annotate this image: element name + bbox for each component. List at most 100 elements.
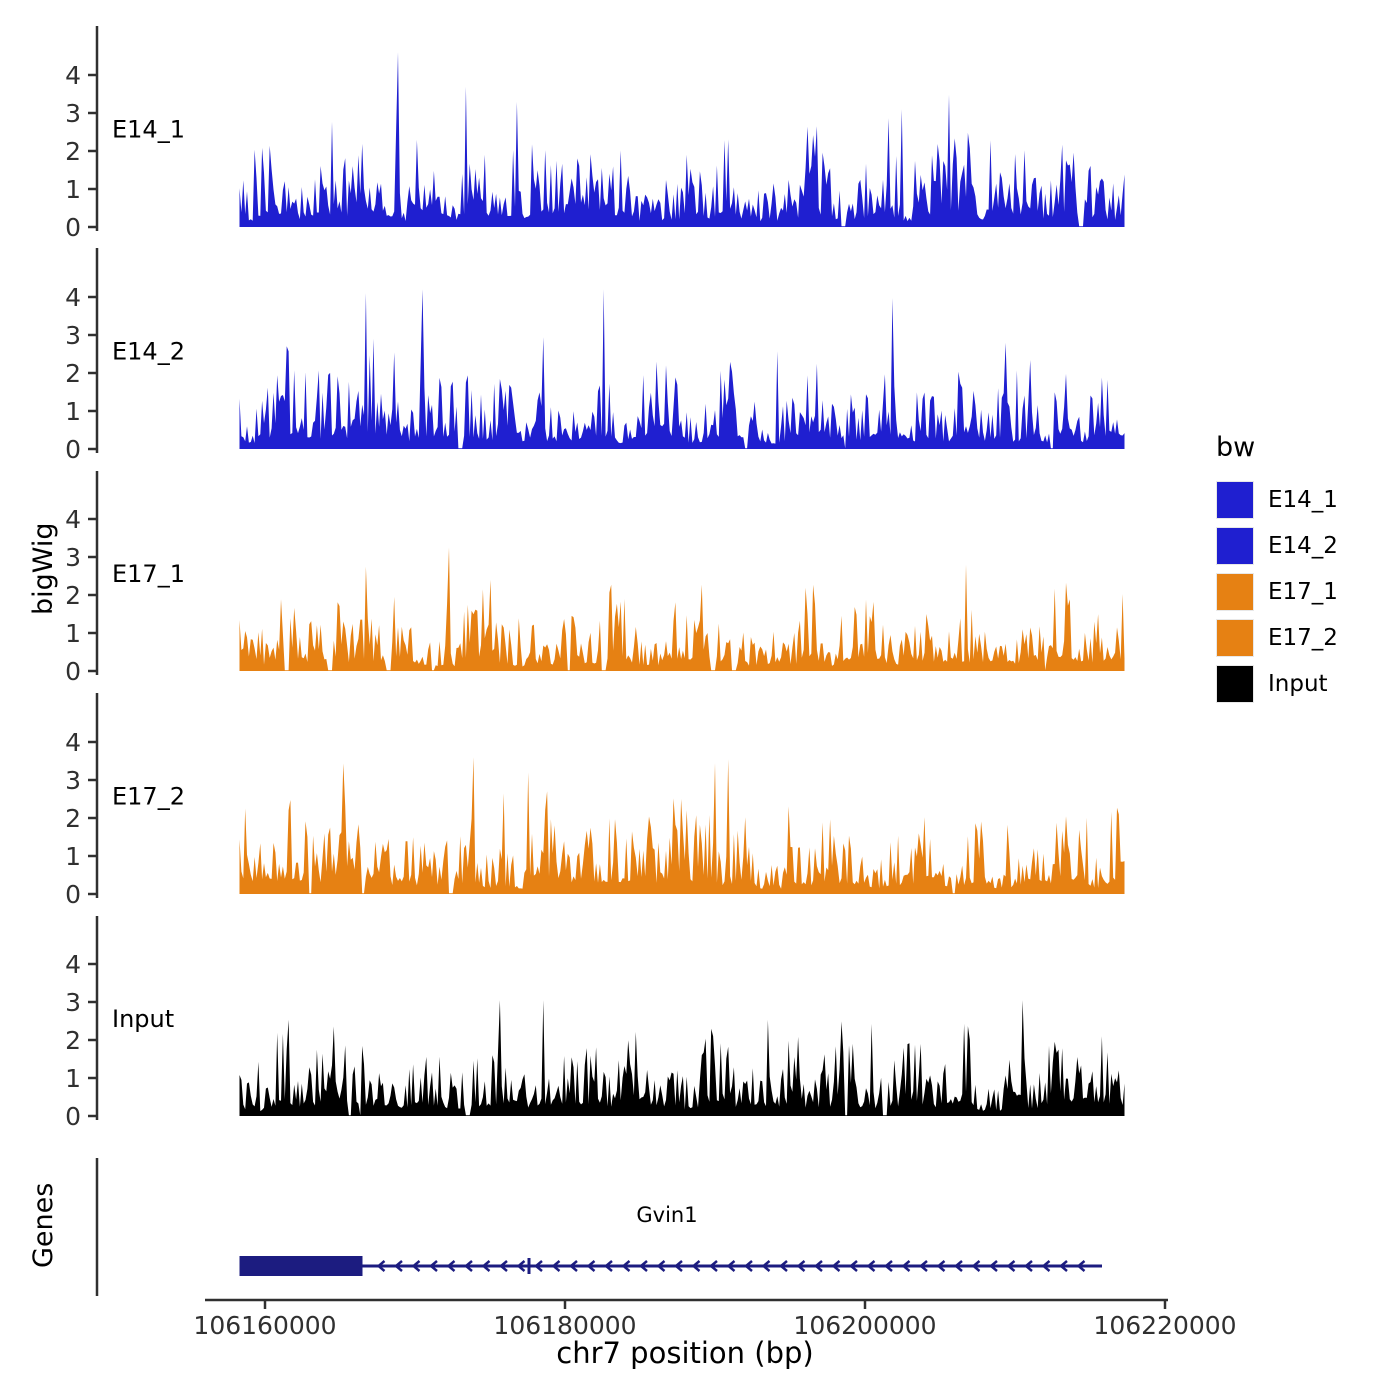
y-tick-label: 3 (65, 543, 81, 572)
strand-arrow (1059, 1260, 1068, 1272)
y-axis-title: bigWig (28, 522, 59, 615)
strand-arrow (866, 1260, 876, 1272)
y-tick-label: 0 (65, 657, 81, 686)
strand-arrow (411, 1260, 421, 1272)
strand-arrow (604, 1260, 613, 1272)
track-label: Input (112, 1005, 174, 1033)
strand-arrow (639, 1260, 648, 1272)
strand-arrow (709, 1260, 718, 1272)
y-tick-label: 2 (65, 359, 81, 388)
strand-arrow (796, 1260, 806, 1272)
strand-arrow (919, 1260, 928, 1272)
legend-entry-E17_1: E17_1 (1216, 573, 1386, 611)
y-tick-label: 0 (65, 213, 81, 242)
legend-label: Input (1268, 671, 1328, 697)
coverage-area-E14_2 (239, 289, 1125, 449)
y-tick-label: 3 (65, 99, 81, 128)
y-tick-label: 0 (65, 1102, 81, 1131)
strand-arrow (1024, 1260, 1033, 1272)
legend-entry-E17_2: E17_2 (1216, 619, 1386, 657)
y-tick-label: 3 (65, 321, 81, 350)
track-label: E17_1 (112, 560, 185, 588)
x-tick-label: 106180000 (493, 1311, 636, 1340)
x-axis-title: chr7 position (bp) (556, 1336, 814, 1370)
y-tick-label: 4 (65, 950, 81, 979)
legend-swatch-E17_1 (1216, 573, 1254, 611)
y-tick-label: 3 (65, 766, 81, 795)
legend-swatch-E14_1 (1216, 481, 1254, 519)
strand-arrow (534, 1260, 543, 1272)
coverage-area-E17_1 (239, 547, 1125, 671)
y-tick-label: 4 (65, 728, 81, 757)
y-tick-label: 1 (65, 1064, 81, 1093)
legend-entry-E14_2: E14_2 (1216, 527, 1386, 565)
track-label: E14_1 (112, 116, 185, 144)
strand-arrow (516, 1260, 526, 1272)
strand-arrow (586, 1260, 596, 1272)
x-tick-label: 106200000 (793, 1311, 936, 1340)
y-tick-label: 4 (65, 505, 81, 534)
y-tick-label: 1 (65, 842, 81, 871)
strand-arrow (499, 1260, 508, 1272)
gene-exon-box (239, 1256, 363, 1276)
coverage-area-Input (239, 1000, 1125, 1116)
strand-arrow (954, 1260, 963, 1272)
strand-arrow (394, 1260, 403, 1272)
coverage-area-E17_2 (239, 757, 1125, 894)
strand-arrow (884, 1260, 893, 1272)
y-tick-label: 2 (65, 137, 81, 166)
y-tick-label: 0 (65, 880, 81, 909)
strand-arrow (481, 1260, 491, 1272)
legend-label: E14_2 (1268, 533, 1338, 559)
legend-swatch-E14_2 (1216, 527, 1254, 565)
strand-arrow (814, 1260, 823, 1272)
legend-label: E17_1 (1268, 579, 1338, 605)
legend-swatch-Input (1216, 665, 1254, 703)
strand-arrow (376, 1260, 386, 1272)
legend-title: bw (1216, 432, 1256, 463)
strand-arrow (674, 1260, 683, 1272)
strand-arrow (726, 1260, 736, 1272)
y-tick-label: 1 (65, 397, 81, 426)
strand-arrow (849, 1260, 858, 1272)
strand-arrow (1076, 1260, 1086, 1272)
genes-panel-title: Genes (28, 1182, 59, 1268)
y-tick-label: 2 (65, 581, 81, 610)
strand-arrow (761, 1260, 771, 1272)
y-tick-label: 2 (65, 1026, 81, 1055)
strand-arrow (429, 1260, 438, 1272)
track-label: E14_2 (112, 338, 185, 366)
legend-label: E14_1 (1268, 487, 1338, 513)
legend-entry-Input: Input (1216, 665, 1386, 703)
track-label: E17_2 (112, 783, 185, 811)
y-tick-label: 0 (65, 435, 81, 464)
coverage-area-E14_1 (239, 52, 1125, 228)
strand-arrow (744, 1260, 753, 1272)
strand-arrow (446, 1260, 456, 1272)
strand-arrow (551, 1260, 561, 1272)
y-tick-label: 3 (65, 988, 81, 1017)
legend-entries: E14_1 E14_2 E17_1 E17_2 Input (1216, 481, 1386, 703)
legend-entry-E14_1: E14_1 (1216, 481, 1386, 519)
strand-arrow (656, 1260, 666, 1272)
legend-swatch-E17_2 (1216, 619, 1254, 657)
y-tick-label: 4 (65, 61, 81, 90)
x-tick-label: 106220000 (1093, 1311, 1236, 1340)
legend-label: E17_2 (1268, 625, 1338, 651)
strand-arrow (831, 1260, 841, 1272)
strand-arrow (1041, 1260, 1051, 1272)
strand-arrow (569, 1260, 578, 1272)
strand-arrow (464, 1260, 473, 1272)
y-tick-label: 4 (65, 283, 81, 312)
strand-arrow (779, 1260, 788, 1272)
strand-arrow (901, 1260, 911, 1272)
strand-arrow (1006, 1260, 1016, 1272)
legend: bw E14_1 E14_2 E17_1 E17_2 Input (1216, 432, 1386, 711)
y-tick-label: 1 (65, 619, 81, 648)
gene-name-label: Gvin1 (636, 1203, 697, 1227)
strand-arrow (971, 1260, 981, 1272)
strand-arrow (989, 1260, 998, 1272)
strand-arrow (936, 1260, 946, 1272)
